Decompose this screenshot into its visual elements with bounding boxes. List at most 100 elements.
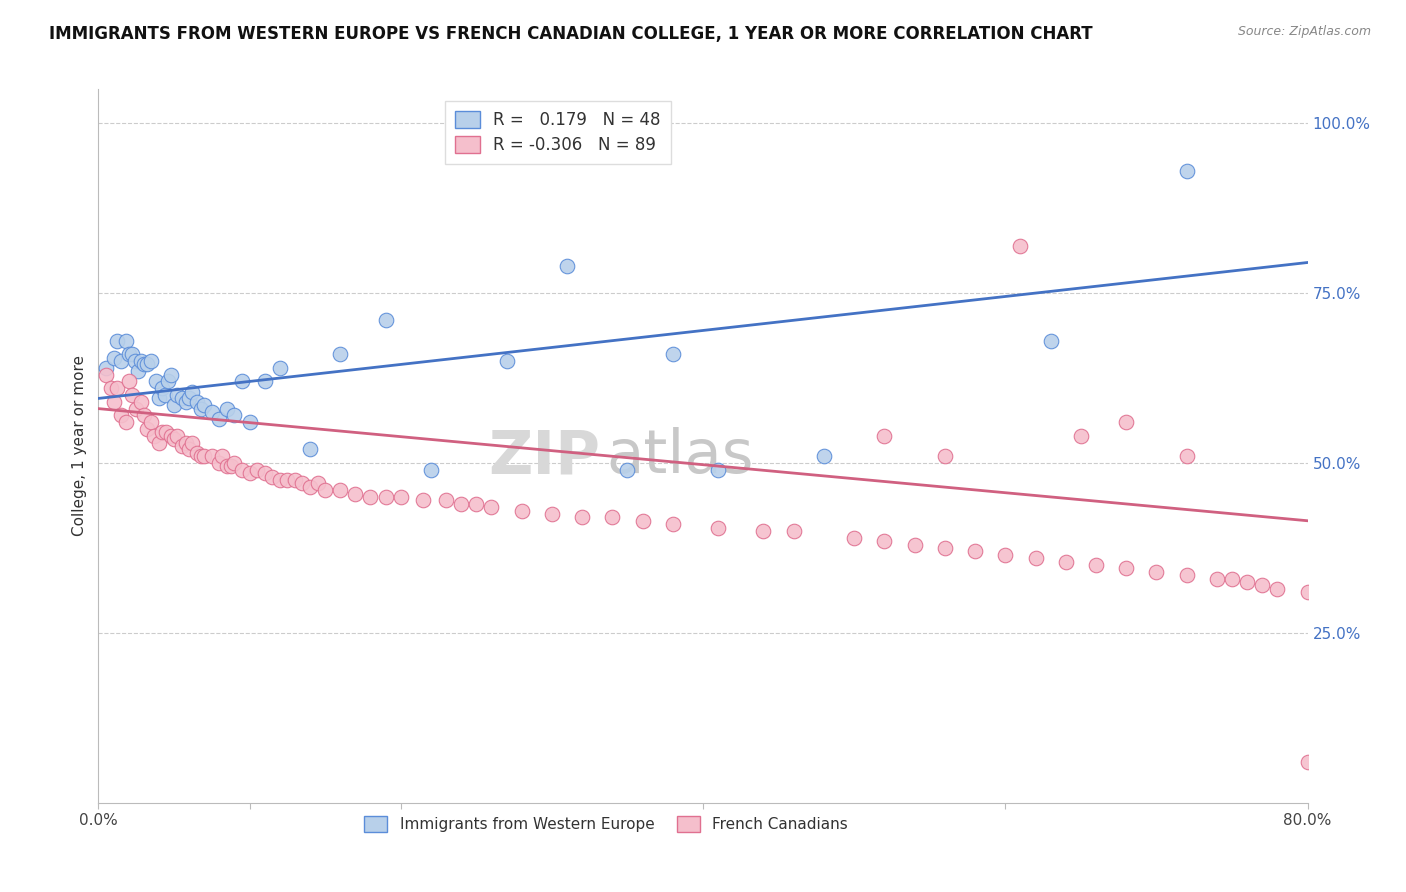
- Point: [150, 381, 173, 395]
- Point: [1010, 238, 1032, 252]
- Point: [1144, 565, 1167, 579]
- Point: [208, 456, 231, 470]
- Point: [125, 401, 148, 416]
- Point: [299, 442, 322, 457]
- Point: [904, 537, 927, 551]
- Point: [163, 432, 186, 446]
- Point: [103, 394, 125, 409]
- Point: [1175, 163, 1198, 178]
- Point: [602, 510, 624, 524]
- Point: [114, 415, 136, 429]
- Point: [1296, 755, 1319, 769]
- Point: [873, 429, 896, 443]
- Point: [813, 449, 835, 463]
- Point: [193, 398, 215, 412]
- Point: [1175, 449, 1198, 463]
- Point: [555, 259, 578, 273]
- Point: [211, 449, 233, 463]
- Point: [1054, 555, 1077, 569]
- Point: [495, 354, 517, 368]
- Point: [510, 503, 533, 517]
- Point: [661, 517, 683, 532]
- Point: [160, 429, 183, 443]
- Point: [181, 384, 204, 399]
- Point: [434, 493, 457, 508]
- Point: [246, 463, 269, 477]
- Point: [752, 524, 775, 538]
- Point: [481, 500, 503, 515]
- Point: [783, 524, 806, 538]
- Point: [420, 463, 443, 477]
- Point: [190, 401, 212, 416]
- Point: [150, 425, 173, 440]
- Point: [94, 360, 117, 375]
- Point: [132, 358, 155, 372]
- Point: [224, 456, 246, 470]
- Point: [1175, 568, 1198, 582]
- Point: [170, 392, 193, 406]
- Point: [174, 394, 197, 409]
- Point: [1115, 561, 1137, 575]
- Point: [118, 375, 141, 389]
- Point: [121, 388, 143, 402]
- Point: [103, 351, 125, 365]
- Point: [224, 409, 246, 423]
- Point: [141, 415, 163, 429]
- Point: [135, 358, 157, 372]
- Legend: Immigrants from Western Europe, French Canadians: Immigrants from Western Europe, French C…: [359, 810, 855, 838]
- Point: [156, 375, 179, 389]
- Point: [160, 368, 183, 382]
- Point: [262, 469, 284, 483]
- Point: [994, 548, 1017, 562]
- Point: [276, 473, 298, 487]
- Point: [166, 388, 188, 402]
- Point: [155, 425, 177, 440]
- Point: [135, 422, 157, 436]
- Point: [129, 354, 152, 368]
- Point: [201, 449, 224, 463]
- Point: [110, 409, 132, 423]
- Point: [965, 544, 987, 558]
- Text: ZIP: ZIP: [488, 427, 600, 486]
- Point: [307, 476, 329, 491]
- Point: [314, 483, 336, 498]
- Point: [707, 520, 730, 534]
- Point: [299, 480, 322, 494]
- Point: [616, 463, 638, 477]
- Point: [360, 490, 382, 504]
- Point: [1115, 415, 1137, 429]
- Point: [329, 483, 352, 498]
- Point: [148, 435, 170, 450]
- Point: [934, 541, 956, 555]
- Point: [127, 364, 149, 378]
- Point: [145, 375, 167, 389]
- Point: [118, 347, 141, 361]
- Point: [269, 360, 291, 375]
- Point: [110, 354, 132, 368]
- Point: [105, 334, 128, 348]
- Point: [374, 490, 396, 504]
- Point: [201, 405, 224, 419]
- Point: [661, 347, 683, 361]
- Point: [1251, 578, 1274, 592]
- Point: [215, 401, 238, 416]
- Point: [1220, 572, 1243, 586]
- Point: [105, 381, 128, 395]
- Point: [631, 514, 654, 528]
- Point: [163, 398, 186, 412]
- Point: [94, 368, 117, 382]
- Point: [412, 493, 434, 508]
- Point: [124, 354, 146, 368]
- Point: [374, 313, 396, 327]
- Point: [389, 490, 412, 504]
- Point: [934, 449, 956, 463]
- Point: [100, 381, 122, 395]
- Point: [181, 435, 204, 450]
- Point: [148, 392, 170, 406]
- Point: [291, 476, 314, 491]
- Point: [465, 497, 488, 511]
- Point: [1070, 429, 1092, 443]
- Point: [1085, 558, 1108, 572]
- Point: [231, 375, 253, 389]
- Point: [132, 409, 155, 423]
